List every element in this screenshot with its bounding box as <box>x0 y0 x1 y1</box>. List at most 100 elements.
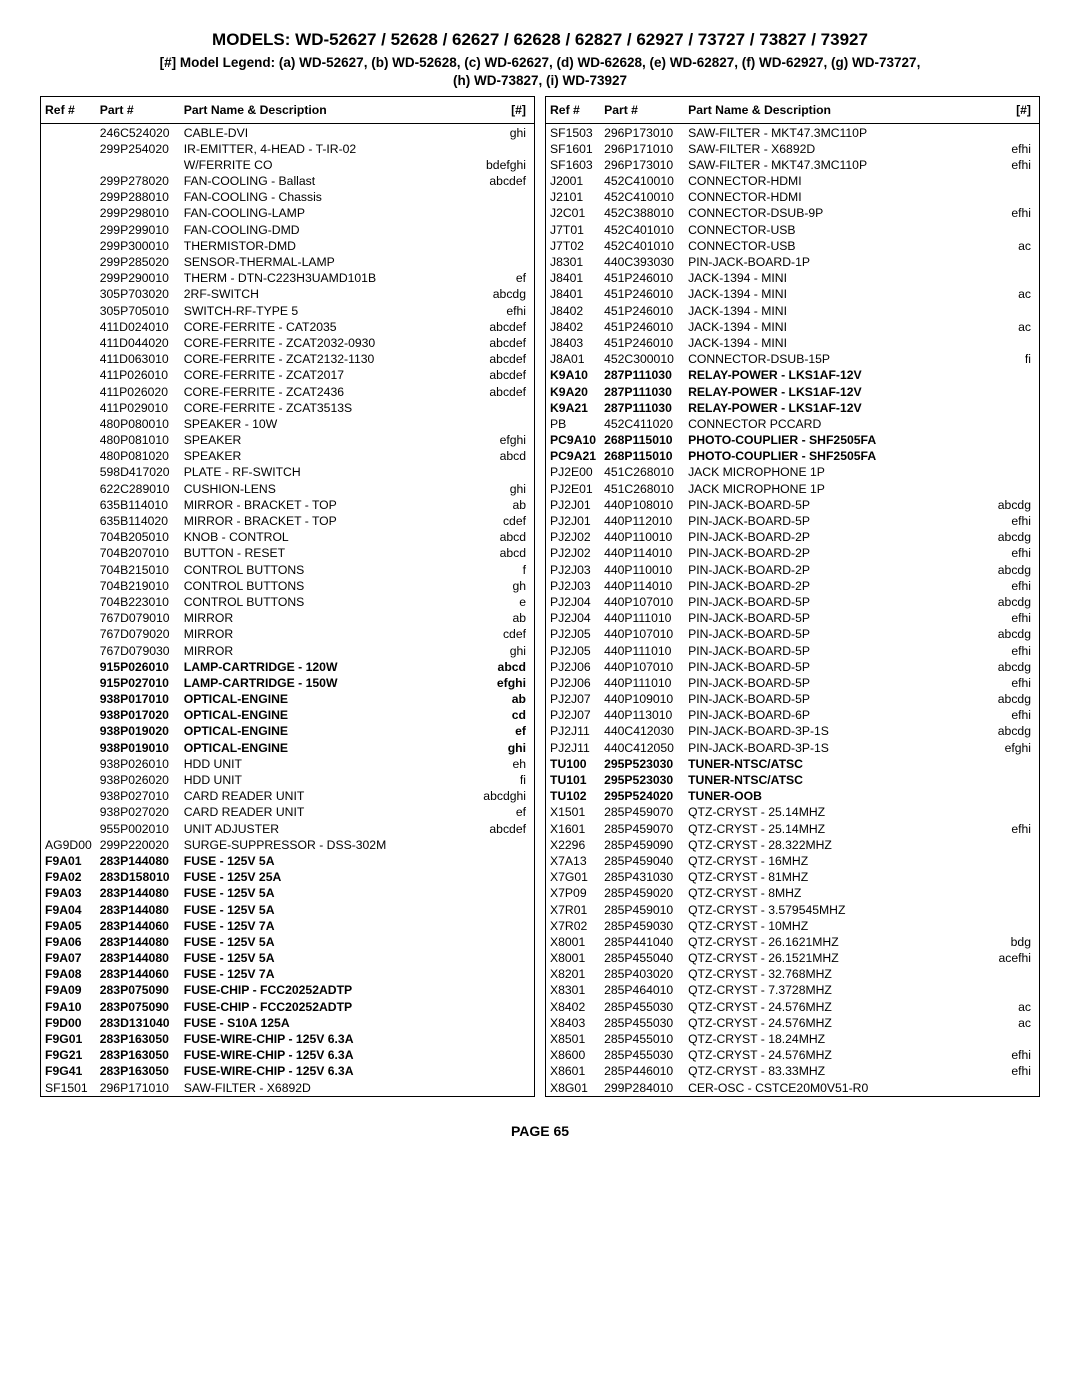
cell-desc: FUSE - 125V 5A <box>180 934 478 950</box>
table-row: SF1603296P173010SAW-FILTER - MKT47.3MC11… <box>546 157 1039 173</box>
table-row: J8402451P246010JACK-1394 - MINIac <box>546 319 1039 335</box>
table-row: X7G01285P431030QTZ-CRYST - 81MHZ <box>546 869 1039 885</box>
cell-desc: IR-EMITTER, 4-HEAD - T-IR-02 <box>180 141 478 157</box>
cell-part: 285P455030 <box>600 999 684 1015</box>
table-row: 955P002010UNIT ADJUSTERabcdef <box>41 821 534 837</box>
table-row: 635B114020MIRROR - BRACKET - TOPcdef <box>41 513 534 529</box>
table-row: 299P254020IR-EMITTER, 4-HEAD - T-IR-02 <box>41 141 534 157</box>
cell-desc: CONNECTOR-DSUB-9P <box>684 205 983 221</box>
cell-desc: PIN-JACK-BOARD-5P <box>684 642 983 658</box>
cell-part: 283P163050 <box>96 1031 180 1047</box>
cell-part: 305P705010 <box>96 303 180 319</box>
cell-desc: OPTICAL-ENGINE <box>180 707 478 723</box>
cell-part: 451P246010 <box>600 319 684 335</box>
cell-ref <box>41 416 96 432</box>
cell-ref <box>41 788 96 804</box>
cell-ref: PJ2J03 <box>546 578 600 594</box>
cell-desc: QTZ-CRYST - 25.14MHZ <box>684 804 983 820</box>
table-row: 938P026020HDD UNITfi <box>41 772 534 788</box>
cell-part: 285P455040 <box>600 950 684 966</box>
cell-part: 451P246010 <box>600 286 684 302</box>
table-row: F9A02283D158010FUSE - 125V 25A <box>41 869 534 885</box>
cell-part: 287P111030 <box>600 367 684 383</box>
cell-desc: MIRROR - BRACKET - TOP <box>180 513 478 529</box>
cell-part: 299P298010 <box>96 205 180 221</box>
cell-ref <box>41 723 96 739</box>
cell-ref: PJ2J01 <box>546 497 600 513</box>
cell-part: 299P285020 <box>96 254 180 270</box>
cell-desc: FUSE - 125V 7A <box>180 966 478 982</box>
cell-ref: F9A02 <box>41 869 96 885</box>
table-row: J7T01452C401010CONNECTOR-USB <box>546 222 1039 238</box>
table-row: F9A06283P144080FUSE - 125V 5A <box>41 934 534 950</box>
cell-part: 452C300010 <box>600 351 684 367</box>
cell-tag <box>478 853 534 869</box>
cell-desc: PIN-JACK-BOARD-3P-1S <box>684 723 983 739</box>
cell-ref <box>41 270 96 286</box>
cell-ref: PJ2E00 <box>546 464 600 480</box>
table-row: J8402451P246010JACK-1394 - MINI <box>546 303 1039 319</box>
right-column: Ref # Part # Part Name & Description [#]… <box>545 96 1040 1096</box>
cell-desc: QTZ-CRYST - 10MHZ <box>684 918 983 934</box>
table-row: 299P288010FAN-COOLING - Chassis <box>41 189 534 205</box>
cell-ref <box>41 173 96 189</box>
cell-tag <box>478 1031 534 1047</box>
table-row: 767D079010MIRRORab <box>41 610 534 626</box>
cell-tag: efhi <box>983 578 1039 594</box>
cell-desc: SURGE-SUPPRESSOR - DSS-302M <box>180 837 478 853</box>
table-row: 938P027010CARD READER UNITabcdghi <box>41 788 534 804</box>
table-header-row: Ref # Part # Part Name & Description [#] <box>546 97 1039 124</box>
cell-ref <box>41 529 96 545</box>
col-tag: [#] <box>478 97 534 124</box>
cell-part: 411P026010 <box>96 367 180 383</box>
cell-ref: PJ2J04 <box>546 610 600 626</box>
cell-desc: QTZ-CRYST - 8MHZ <box>684 885 983 901</box>
cell-ref <box>41 594 96 610</box>
table-row: J7T02452C401010CONNECTOR-USBac <box>546 238 1039 254</box>
cell-part: 480P081010 <box>96 432 180 448</box>
cell-part: 938P026010 <box>96 756 180 772</box>
cell-ref: X8G01 <box>546 1080 600 1096</box>
table-row: PJ2J02440P110010PIN-JACK-BOARD-2Pabcdg <box>546 529 1039 545</box>
cell-tag <box>983 383 1039 399</box>
cell-tag <box>983 189 1039 205</box>
cell-tag: efghi <box>478 432 534 448</box>
col-part: Part # <box>96 97 180 124</box>
cell-desc: CORE-FERRITE - ZCAT2032-0930 <box>180 335 478 351</box>
cell-part: 452C410010 <box>600 173 684 189</box>
cell-part: 283P144080 <box>96 901 180 917</box>
table-row: 480P080010SPEAKER - 10W <box>41 416 534 432</box>
cell-desc: W/FERRITE CO <box>180 157 478 173</box>
cell-part: 411D044020 <box>96 335 180 351</box>
cell-desc: CARD READER UNIT <box>180 788 478 804</box>
table-row: X8501285P455010QTZ-CRYST - 18.24MHZ <box>546 1031 1039 1047</box>
cell-part: 451P246010 <box>600 270 684 286</box>
cell-tag: f <box>478 562 534 578</box>
col-desc: Part Name & Description <box>684 97 983 124</box>
cell-part: 480P080010 <box>96 416 180 432</box>
cell-tag <box>478 1047 534 1063</box>
table-row: PJ2J06440P111010PIN-JACK-BOARD-5Pefhi <box>546 675 1039 691</box>
cell-ref: J8401 <box>546 286 600 302</box>
cell-part: 938P017010 <box>96 691 180 707</box>
cell-ref <box>41 124 96 141</box>
cell-ref <box>41 772 96 788</box>
cell-tag <box>478 901 534 917</box>
cell-tag: efhi <box>983 141 1039 157</box>
cell-part: 285P459070 <box>600 804 684 820</box>
cell-tag: abcd <box>478 448 534 464</box>
cell-part: 299P288010 <box>96 189 180 205</box>
cell-desc: OPTICAL-ENGINE <box>180 723 478 739</box>
cell-part: 285P459020 <box>600 885 684 901</box>
cell-tag <box>478 999 534 1015</box>
cell-desc: QTZ-CRYST - 16MHZ <box>684 853 983 869</box>
cell-part: 268P115010 <box>600 448 684 464</box>
table-row: PJ2J05440P107010PIN-JACK-BOARD-5Pabcdg <box>546 626 1039 642</box>
table-row: 704B215010CONTROL BUTTONSf <box>41 562 534 578</box>
cell-tag <box>983 303 1039 319</box>
cell-ref <box>41 740 96 756</box>
cell-desc: CUSHION-LENS <box>180 481 478 497</box>
table-row: 598D417020PLATE - RF-SWITCH <box>41 464 534 480</box>
cell-part: 283P144080 <box>96 950 180 966</box>
table-row: PC9A21268P115010PHOTO-COUPLIER - SHF2505… <box>546 448 1039 464</box>
